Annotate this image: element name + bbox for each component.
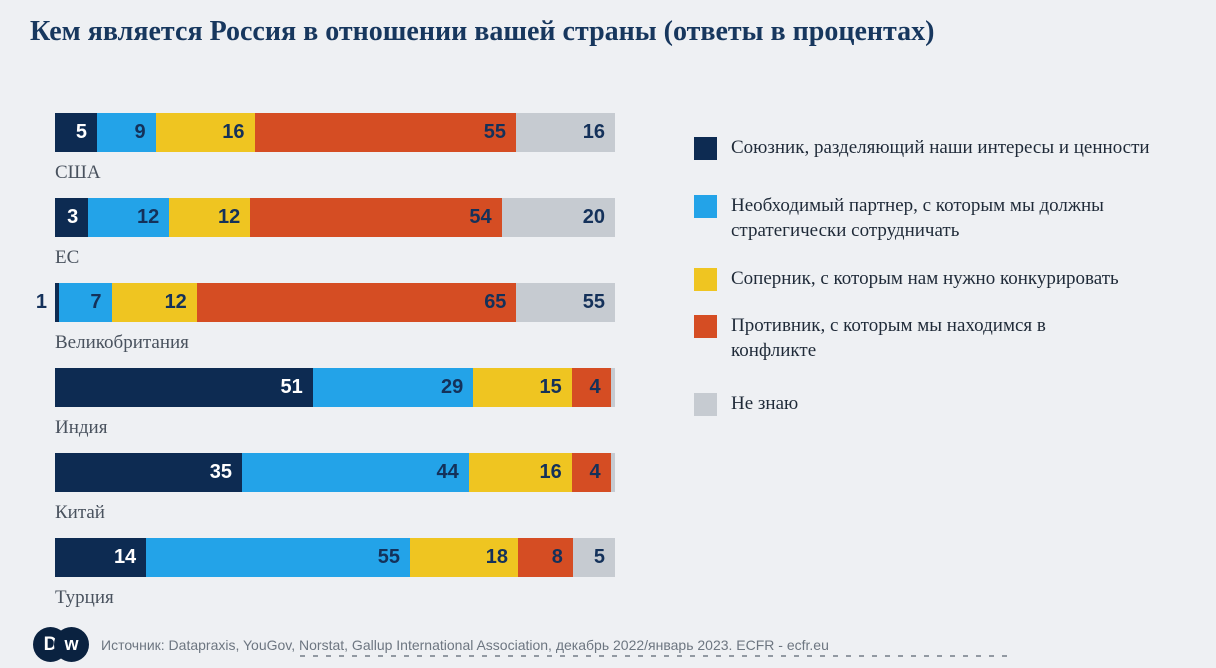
segment-value-label: 5 bbox=[593, 546, 605, 568]
chart-row-Великобритания: 1 7 12 65 55 Великобритания bbox=[36, 283, 615, 354]
bar-segment-ally: 5 bbox=[55, 113, 97, 152]
segment-value-label: 54 bbox=[469, 206, 492, 228]
segment-value-label: 16 bbox=[582, 121, 605, 143]
segment-value-label: 51 bbox=[280, 376, 303, 398]
segment-value-label: 55 bbox=[377, 546, 400, 568]
segment-value-label: 12 bbox=[137, 206, 160, 228]
bar-segment-adversary: 4 bbox=[571, 368, 611, 407]
stacked-bar: 35 44 16 4 bbox=[55, 453, 615, 492]
legend-label: Союзник, разделяющий наши интересы и цен… bbox=[731, 137, 1150, 158]
segment-value-label: 29 bbox=[440, 376, 464, 398]
bar-segment-rival: 16 bbox=[468, 453, 572, 492]
segment-value-label: 4 bbox=[589, 376, 601, 398]
segment-value-label: 55 bbox=[582, 291, 605, 313]
legend-swatch-ally bbox=[694, 137, 717, 160]
segment-value-label: 65 bbox=[484, 291, 507, 313]
legend-swatch-dont_know bbox=[694, 393, 717, 416]
segment-value-label-outside: 1 bbox=[35, 291, 47, 313]
country-label: Китай bbox=[55, 502, 105, 523]
bar-segment-adversary: 54 bbox=[250, 198, 502, 237]
bar-segment-ally: 35 bbox=[55, 453, 242, 492]
bar-segment-ally bbox=[55, 283, 60, 322]
bar-segment-adversary: 65 bbox=[196, 283, 517, 322]
segment-value-label: 55 bbox=[483, 121, 507, 143]
bar-segment-ally: 14 bbox=[55, 538, 147, 577]
bar-segment-rival: 12 bbox=[169, 198, 251, 237]
legend-item-partner: Необходимый партнер, с которым мы должны… bbox=[694, 195, 1181, 243]
bar-segment-partner: 9 bbox=[96, 113, 156, 152]
dw-logo-w-letter: w bbox=[64, 634, 79, 654]
chart-row-Китай: 35 44 16 4 Китай bbox=[55, 453, 615, 524]
dw-logo: D w bbox=[33, 627, 89, 663]
bar-segment-rival: 16 bbox=[155, 113, 255, 152]
segment-value-label: 12 bbox=[164, 291, 187, 313]
legend-item-rival: Соперник, с которым нам нужно конкуриров… bbox=[694, 268, 1181, 291]
stacked-bar: 1 7 12 65 55 bbox=[36, 283, 615, 322]
stacked-bar: 51 29 15 4 bbox=[55, 368, 615, 407]
bar-segment-partner: 7 bbox=[59, 283, 112, 322]
country-label: ЕС bbox=[55, 247, 80, 268]
bar-segment-ally: 3 bbox=[55, 198, 89, 237]
stacked-bar: 5 9 16 55 16 bbox=[55, 113, 615, 152]
segment-value-label: 5 bbox=[75, 121, 87, 143]
segment-value-label: 4 bbox=[589, 461, 601, 483]
legend-swatch-rival bbox=[694, 268, 717, 291]
bar-segment-rival: 12 bbox=[111, 283, 197, 322]
bar-segment-dont_know bbox=[610, 453, 615, 492]
bar-segment-adversary: 8 bbox=[518, 538, 573, 577]
segment-value-label: 7 bbox=[90, 291, 102, 313]
segment-value-label: 8 bbox=[551, 546, 563, 568]
segment-value-label: 35 bbox=[209, 461, 232, 483]
dw-logo-w-circle: w bbox=[54, 627, 89, 662]
chart-row-Индия: 51 29 15 4 Индия bbox=[55, 368, 615, 439]
segment-value-label: 9 bbox=[134, 121, 146, 143]
bar-segment-partner: 55 bbox=[146, 538, 410, 577]
bar-segment-partner: 12 bbox=[88, 198, 170, 237]
page-title: Кем является Россия в отношении вашей ст… bbox=[30, 16, 935, 47]
country-label: Великобритания bbox=[55, 332, 189, 353]
segment-value-label: 16 bbox=[539, 461, 562, 483]
bar-segment-partner: 44 bbox=[242, 453, 469, 492]
chart-row-ЕС: 3 12 12 54 20 ЕС bbox=[55, 198, 615, 269]
bar-segment-rival: 15 bbox=[473, 368, 572, 407]
bar-segment-adversary: 55 bbox=[254, 113, 517, 152]
bar-segment-partner: 29 bbox=[312, 368, 474, 407]
segment-value-label: 18 bbox=[485, 546, 509, 568]
dw-logo-d-letter: D bbox=[43, 633, 58, 655]
bar-segment-rival: 18 bbox=[409, 538, 519, 577]
legend-label: Противник, с которым мы находимся в конф… bbox=[731, 315, 1046, 361]
country-label: Турция bbox=[55, 587, 114, 608]
bar-segment-adversary: 4 bbox=[571, 453, 611, 492]
bar-segment-dont_know: 20 bbox=[501, 198, 615, 237]
country-label: США bbox=[55, 162, 101, 183]
legend-item-ally: Союзник, разделяющий наши интересы и цен… bbox=[694, 137, 1181, 160]
country-label: Индия bbox=[55, 417, 108, 438]
segment-value-label: 44 bbox=[436, 461, 459, 483]
chart-row-Турция: 14 55 18 8 5 Турция bbox=[55, 538, 615, 609]
legend-label: Соперник, с которым нам нужно конкуриров… bbox=[731, 268, 1119, 289]
legend-item-adversary: Противник, с которым мы находимся в конф… bbox=[694, 315, 1181, 363]
segment-value-label: 16 bbox=[222, 121, 245, 143]
bar-segment-dont_know: 55 bbox=[516, 283, 615, 322]
cropped-content-artifact bbox=[300, 655, 1010, 657]
segment-value-label: 14 bbox=[113, 546, 137, 568]
legend-swatch-adversary bbox=[694, 315, 717, 338]
bar-segment-dont_know bbox=[610, 368, 615, 407]
chart-row-США: 5 9 16 55 16 США bbox=[55, 113, 615, 184]
stacked-bar: 14 55 18 8 5 bbox=[55, 538, 615, 577]
legend-label: Необходимый партнер, с которым мы должны… bbox=[731, 195, 1104, 241]
legend-item-dont_know: Не знаю bbox=[694, 393, 1181, 416]
bar-segment-dont_know: 5 bbox=[572, 538, 615, 577]
stacked-bar: 3 12 12 54 20 bbox=[55, 198, 615, 237]
segment-value-label: 12 bbox=[217, 206, 241, 228]
source-attribution: Источник: Datapraxis, YouGov, Norstat, G… bbox=[101, 637, 829, 653]
legend-label: Не знаю bbox=[731, 393, 799, 414]
segment-value-label: 20 bbox=[582, 206, 605, 228]
segment-value-label: 15 bbox=[539, 376, 562, 398]
bar-segment-ally: 51 bbox=[55, 368, 313, 407]
segment-value-label: 3 bbox=[67, 206, 79, 228]
bar-segment-dont_know: 16 bbox=[516, 113, 615, 152]
legend-swatch-partner bbox=[694, 195, 717, 218]
